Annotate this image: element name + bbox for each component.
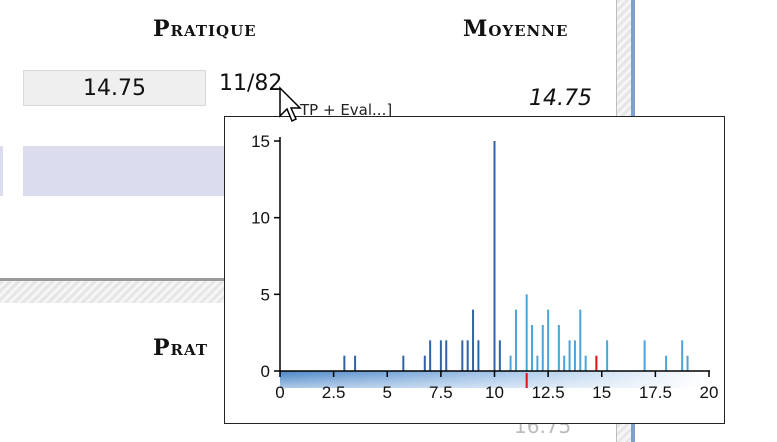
row-highlight-edge xyxy=(0,146,3,196)
x-tick-label: 2.5 xyxy=(322,383,346,402)
x-tick-label: 7.5 xyxy=(429,383,453,402)
column-header-moyenne: Moyenne xyxy=(463,16,569,42)
x-tick-label: 10 xyxy=(485,383,504,402)
x-tick-label: 5 xyxy=(383,383,392,402)
y-tick-label: 5 xyxy=(261,285,270,304)
histogram-tooltip: 0 5 10 15 0 2.5 5 7.5 10 12.5 15 17.5 20 xyxy=(224,116,725,424)
average-value: 14.75 xyxy=(529,86,592,111)
x-tick-label: 17.5 xyxy=(639,383,672,402)
x-tick-label: 12.5 xyxy=(532,383,565,402)
hidden-tooltip-text: TP + Eval...] xyxy=(300,101,393,119)
column-header-pratique: Pratique xyxy=(153,16,257,42)
x-tick-label: 20 xyxy=(700,383,719,402)
y-tick-label: 15 xyxy=(251,132,270,151)
row-highlight xyxy=(23,146,225,196)
grade-histogram: 0 5 10 15 0 2.5 5 7.5 10 12.5 15 17.5 20 xyxy=(251,132,719,402)
grade-value[interactable]: 14.75 xyxy=(23,70,206,106)
x-tick-label: 15 xyxy=(592,383,611,402)
x-tick-label: 0 xyxy=(275,383,284,402)
y-tick-label: 0 xyxy=(261,362,270,381)
column-header-pratique-lower: Prat xyxy=(153,335,208,361)
y-tick-label: 10 xyxy=(251,209,270,228)
rank-value[interactable]: 11/82 xyxy=(219,71,283,96)
mouse-pointer-icon xyxy=(279,86,302,123)
